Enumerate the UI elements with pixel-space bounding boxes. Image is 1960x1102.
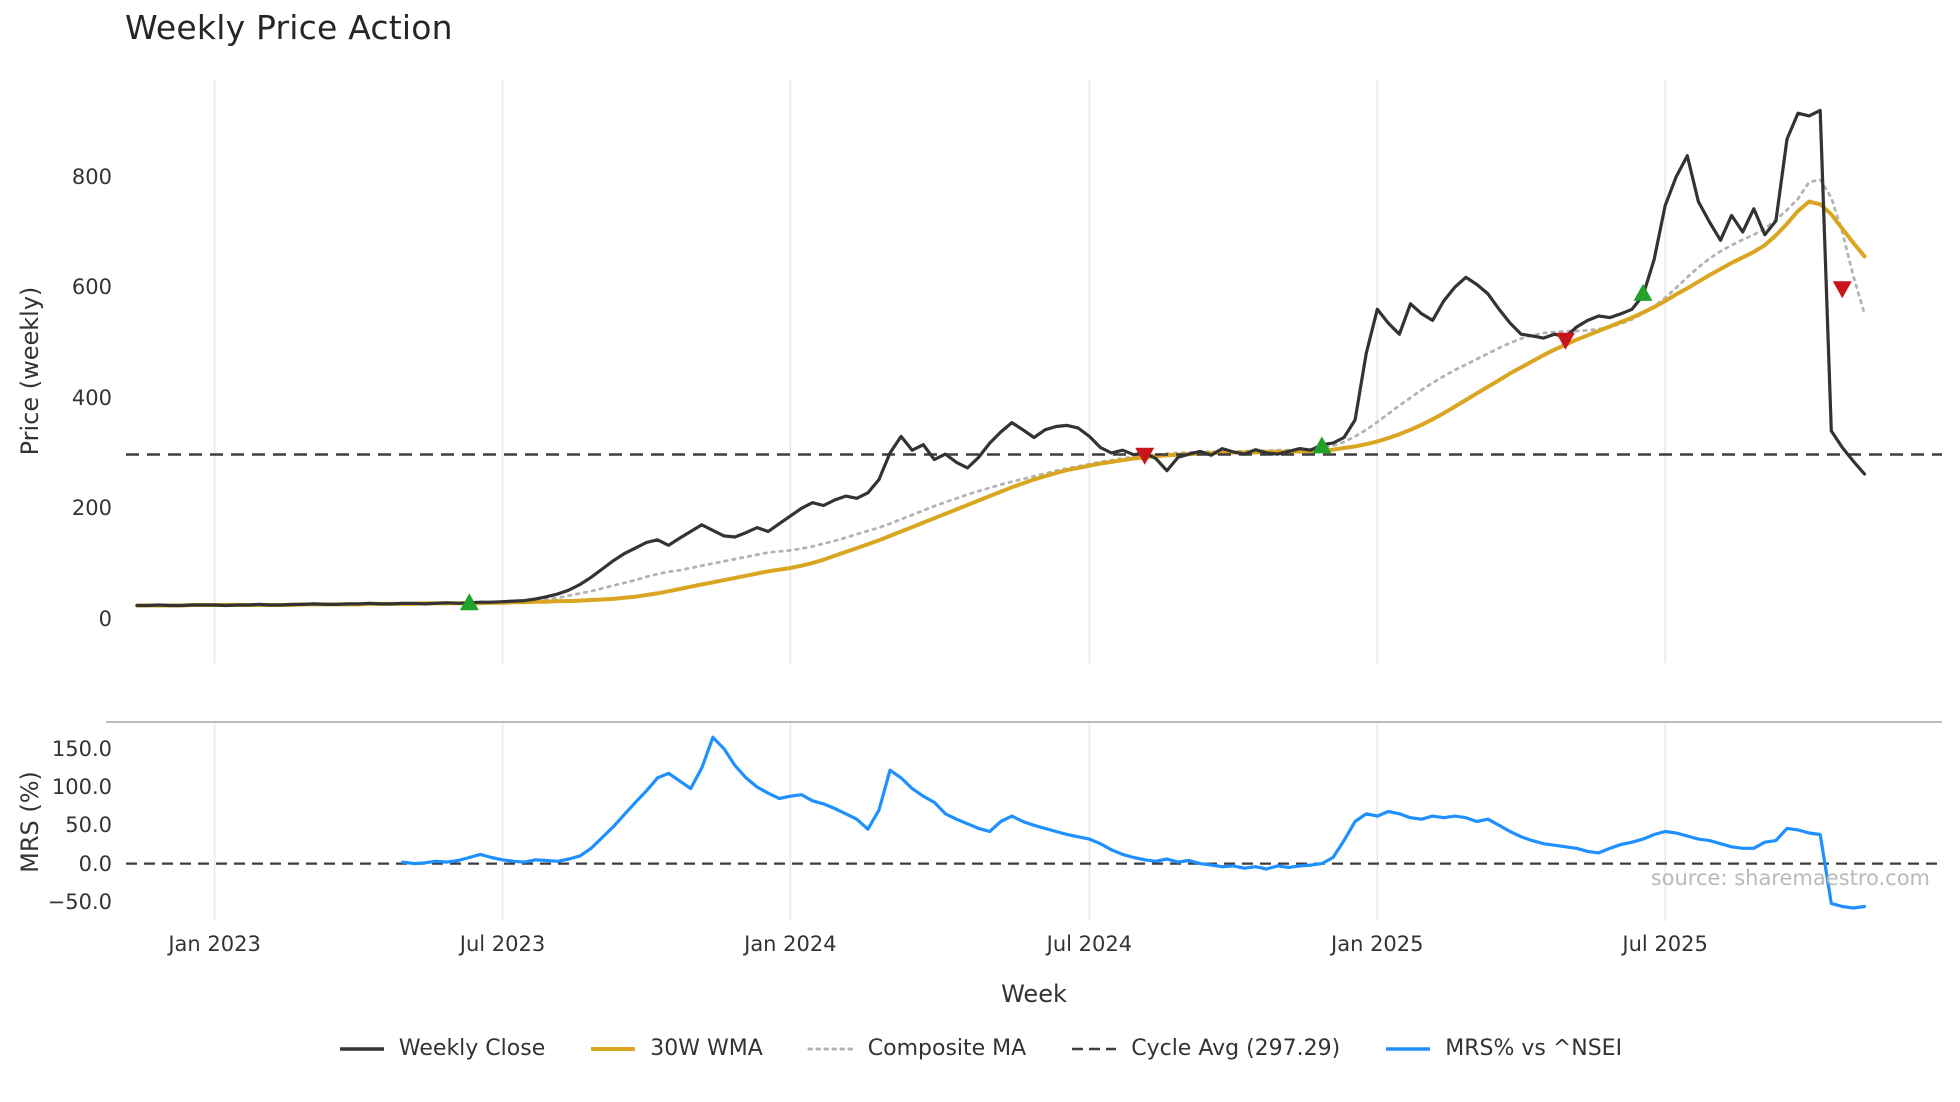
legend-swatch [807, 1047, 855, 1050]
legend-swatch [591, 1046, 636, 1051]
series-weekly-close [135, 108, 1867, 608]
mrs-y-tick-label: 50.0 [65, 813, 112, 838]
signal-marker-sell [1556, 332, 1575, 350]
signal-marker-sell [1832, 281, 1852, 299]
x-axis-label: Week [1001, 980, 1067, 1008]
legend-swatch [339, 1046, 384, 1051]
x-tick-label: Jan 2025 [1331, 932, 1424, 956]
mrs-y-tick-label: −50.0 [47, 889, 112, 914]
price-axis-label: Price (weekly) [16, 286, 44, 456]
legend-item-cycle-avg-297-29: Cycle Avg (297.29) [1070, 1036, 1340, 1061]
price-y-tick-label: 600 [71, 275, 112, 300]
legend-label: 30W WMA [650, 1036, 763, 1061]
chart-title: Weekly Price Action [125, 8, 453, 47]
series-composite-ma [135, 178, 1866, 607]
price-y-tick-label: 400 [71, 385, 112, 410]
legend-label: Weekly Close [398, 1036, 546, 1061]
legend-swatch [1072, 1047, 1117, 1050]
x-tick-label: Jul 2025 [1622, 932, 1708, 956]
price-y-tick-label: 200 [71, 496, 112, 521]
source-note: source: sharemaestro.com [1650, 866, 1930, 890]
signal-marker-sell [1135, 447, 1155, 465]
price-y-tick-label: 0 [98, 606, 112, 631]
mrs-y-tick-label: 0.0 [78, 851, 112, 876]
legend-item-weekly-close: Weekly Close [338, 1036, 545, 1061]
legend: Weekly Close 30W WMA Composite MA Cycle Avg… [0, 1036, 1960, 1061]
signal-marker-buy [1633, 283, 1653, 301]
series-wma-30w [135, 199, 1867, 608]
x-tick-label: Jul 2023 [459, 932, 546, 956]
legend-label: Cycle Avg (297.29) [1131, 1036, 1341, 1061]
x-tick-label: Jan 2023 [168, 932, 261, 956]
signal-marker-buy [1312, 436, 1332, 454]
legend-label: Composite MA [867, 1036, 1027, 1061]
price-y-tick-label: 800 [71, 164, 112, 189]
series-mrs-pct [401, 735, 1867, 910]
x-tick-label: Jan 2024 [744, 932, 837, 956]
mrs-y-tick-label: 100.0 [51, 775, 112, 800]
legend-item-mrs-vs-nsei: MRS% vs ^NSEI [1384, 1036, 1622, 1061]
x-tick-label: Jul 2024 [1046, 932, 1133, 956]
signal-marker-buy [459, 593, 479, 611]
legend-item-composite-ma: Composite MA [807, 1036, 1026, 1061]
legend-label: MRS% vs ^NSEI [1445, 1036, 1623, 1061]
legend-item-30w-wma: 30W WMA [589, 1036, 763, 1061]
mrs-y-tick-label: 150.0 [51, 736, 112, 761]
legend-swatch [1386, 1046, 1431, 1051]
